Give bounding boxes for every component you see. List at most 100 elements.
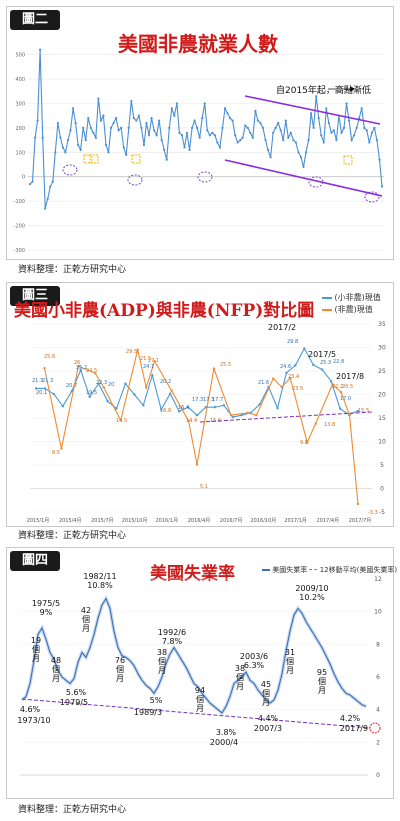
y-tick-label: 300	[15, 101, 25, 107]
nfp-data-label: 23.4	[288, 374, 299, 380]
annotation-label: 76	[115, 656, 125, 665]
adp-data-label: 17.3	[203, 397, 214, 403]
trend-line-lower	[224, 159, 383, 197]
current-marker	[369, 722, 381, 734]
x-tick-label: 2017/4月	[317, 518, 340, 524]
y-tick-label: 10	[374, 609, 382, 616]
y-tick-label: 0	[376, 772, 380, 779]
adp-line	[36, 347, 359, 418]
x-tick-label: 2015/4月	[59, 518, 82, 524]
annotation-label: 個	[52, 664, 60, 674]
annotation-label: 5%	[150, 696, 163, 705]
annotation-label: 1989/3	[134, 708, 162, 717]
source-note: 資料整理：正乾方研究中心	[18, 265, 127, 275]
annotation-label: 1982/11	[83, 572, 116, 581]
adp-data-label: 20.2	[160, 379, 171, 385]
highlight-box	[131, 154, 141, 164]
nfp-data-label: 20.5	[342, 384, 353, 390]
y-tick-label: 200	[15, 126, 25, 132]
annotation-label: 2017/5	[308, 350, 336, 359]
nfp-data-label: 14.5	[116, 418, 127, 424]
annotation-label: 2017/8	[336, 372, 364, 381]
annotation-label: 月	[236, 682, 244, 691]
series-line	[29, 49, 383, 209]
annotation-label: 個	[82, 614, 90, 624]
annotation-label: 月	[116, 674, 124, 683]
adp-data-label: 22.3	[96, 380, 107, 386]
adp-data-label: 19.5	[86, 390, 97, 396]
chart-panel-nfp: 圖二 美國非農就業人數 500 400 300 200 100 0 -100 -200 -300…	[0, 0, 400, 280]
annotation-label: 個	[196, 694, 204, 704]
annotation-label: 個	[158, 656, 166, 666]
trend-annotation: 自2015年起，高點漸低	[276, 84, 371, 96]
annotation-label: 月	[286, 666, 294, 675]
annotation-label: 個	[318, 676, 326, 686]
x-tick-label: 2017/1月	[284, 518, 307, 524]
nfp-data-label: 26	[74, 360, 80, 366]
figure-tag: 圖三	[10, 286, 60, 306]
annotation-label: 月	[32, 654, 40, 663]
legend-adp: (小非農)現值	[322, 292, 381, 303]
y-tick-label: 35	[378, 321, 386, 328]
annotation-value: 6.3%	[244, 661, 265, 670]
adp-data-label: 25.2	[76, 365, 87, 371]
annotation-label: 2017/9	[340, 724, 368, 733]
annotation-label: 38	[157, 648, 167, 657]
annotation-label: 2017/2	[268, 323, 296, 332]
chart-title: 美國非農就業人數	[118, 32, 278, 56]
low-marker	[308, 176, 324, 188]
adp-data-label: 24.1	[143, 364, 154, 370]
nfp-data-label: 13.8	[324, 422, 335, 428]
annotation-label: 月	[158, 666, 166, 675]
adp-data-label: 17.7	[212, 397, 223, 403]
annotation-label: 48	[51, 656, 61, 665]
legend-line-unemp-icon	[262, 569, 270, 571]
highlight-box	[343, 155, 353, 165]
nfp-data-label: 25.6	[44, 354, 55, 360]
x-tick-label: 2016/4月	[188, 518, 211, 524]
low-marker	[62, 164, 78, 176]
highlight-box	[83, 154, 93, 164]
low-marker	[364, 191, 380, 203]
annotation-label: 月	[262, 698, 270, 707]
y-tick-label: -5	[379, 509, 385, 516]
chart-panel-adp-nfp: 圖三 美國小非農(ADP)與非農(NFP)對比圖 (小非農)現值 (非農)現值 …	[0, 280, 400, 545]
nfp-data-label: 15.5	[358, 408, 369, 414]
adp-data-label: 20.1	[36, 390, 47, 396]
adp-data-label: 21.3	[42, 378, 53, 384]
legend-nfp: (非農)現值	[322, 304, 373, 315]
annotation-label: 月	[196, 704, 204, 713]
nfp-data-label: 16.8	[160, 408, 171, 414]
legend-label-adp: (小非農)現值	[334, 293, 381, 302]
trend-line	[21, 698, 371, 729]
annotation-label: 月	[52, 674, 60, 683]
y-tick-label: 0	[22, 175, 25, 181]
y-tick-label: 12	[374, 576, 382, 583]
adp-data-label: 24.6	[280, 364, 291, 370]
nfp-data-label: 23.5	[292, 386, 303, 392]
y-tick-label: 10	[378, 439, 386, 446]
y-tick-label: 6	[376, 674, 380, 681]
nfp-data-label: 24.5	[86, 368, 97, 374]
adp-data-label: 21.3	[32, 378, 43, 384]
annotation-label: 4.4%	[258, 714, 279, 723]
legend-label-ma: 12移動平均(美國失業率)	[319, 566, 398, 574]
annotation-label: 個	[116, 664, 124, 674]
chart-title: 美國小非農(ADP)與非農(NFP)對比圖	[14, 301, 315, 321]
x-tick-label: 2016/7月	[220, 518, 243, 524]
annotation-label: 38	[235, 664, 245, 673]
figure-tag: 圖四	[10, 551, 60, 571]
adp-data-label: 20.7	[66, 383, 77, 389]
annotation-label: 31	[285, 648, 295, 657]
x-tick-label: 2016/10月	[251, 518, 277, 524]
y-tick-label: 15	[378, 415, 386, 422]
annotation-label: 4.2%	[340, 714, 361, 723]
annotation-value: 9%	[40, 608, 53, 617]
y-tick-label: -100	[14, 199, 25, 205]
annotation-label: 19	[31, 636, 41, 645]
annotation-label: 個	[286, 656, 294, 666]
annotation-label: 5.6%	[66, 688, 87, 697]
y-tick-label: 30	[378, 345, 386, 352]
